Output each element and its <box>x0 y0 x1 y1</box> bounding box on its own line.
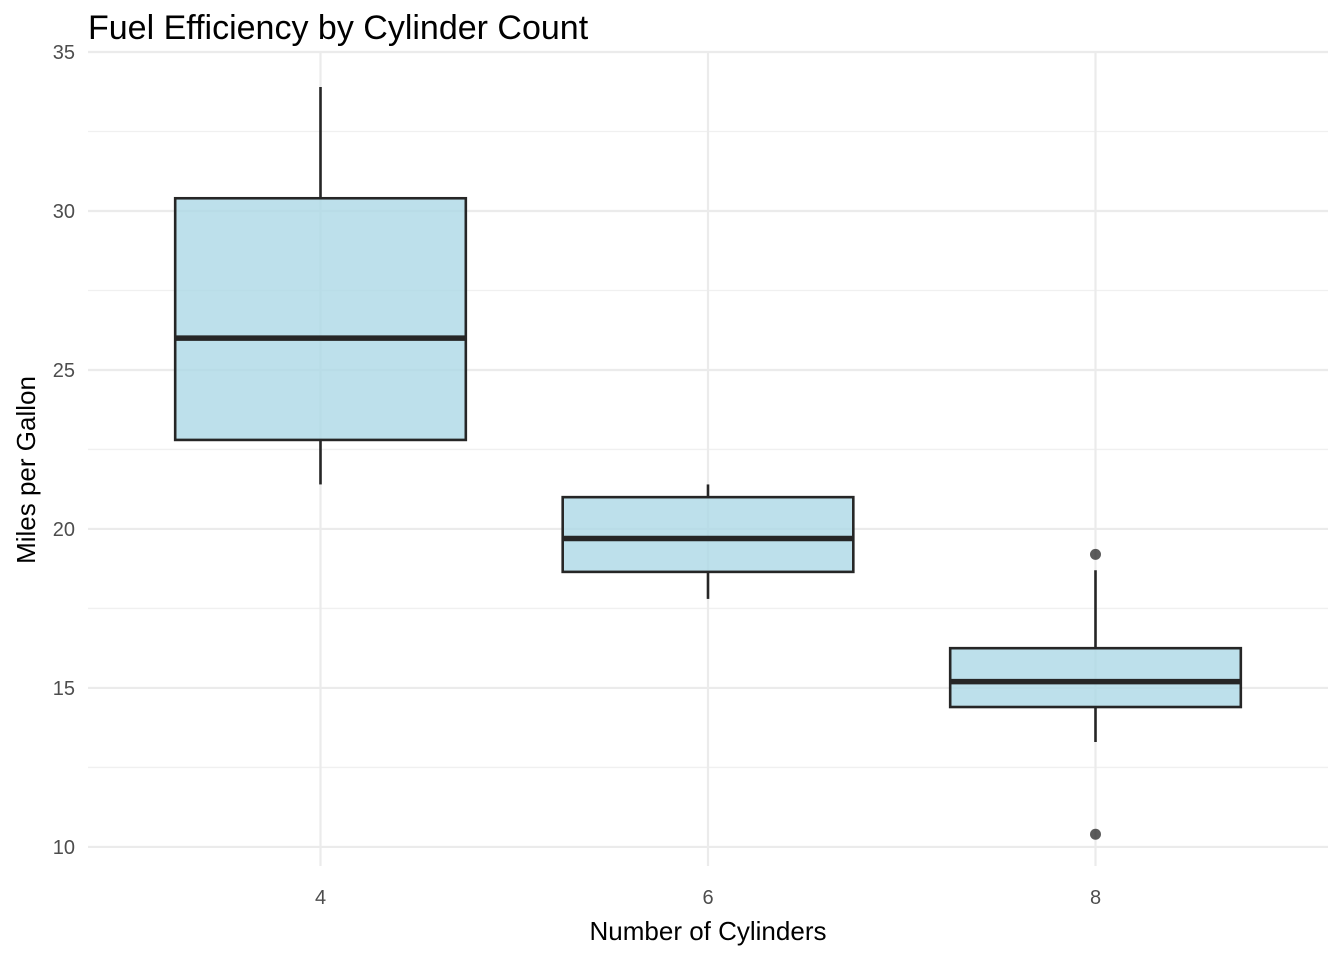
chart-title: Fuel Efficiency by Cylinder Count <box>88 9 589 47</box>
y-tick-label: 30 <box>53 201 75 223</box>
y-tick-label: 15 <box>53 678 75 700</box>
box-group-4-cyl <box>173 86 468 485</box>
x-tick-label: 6 <box>702 887 713 909</box>
box-group-8-cyl <box>948 548 1243 840</box>
labels-layer: 10 15 20 25 30 35 4 6 8 <box>53 42 1101 909</box>
x-tick-label: 4 <box>315 887 326 909</box>
x-tick-label: 8 <box>1090 887 1101 909</box>
outlier-point <box>1090 548 1101 560</box>
y-tick-label: 35 <box>53 42 75 64</box>
y-axis-title: Miles per Gallon <box>11 376 41 564</box>
iqr-box <box>173 196 468 442</box>
grid-layer <box>88 50 1328 866</box>
y-tick-label: 20 <box>53 519 75 541</box>
iqr-box <box>561 495 855 574</box>
iqr-box <box>948 646 1243 709</box>
marks-layer <box>173 86 1243 840</box>
y-tick-label: 25 <box>53 360 75 382</box>
y-tick-label: 10 <box>53 837 75 859</box>
box-group-6-cyl <box>561 484 855 599</box>
x-axis-title: Number of Cylinders <box>590 916 827 946</box>
outlier-point <box>1090 828 1101 840</box>
